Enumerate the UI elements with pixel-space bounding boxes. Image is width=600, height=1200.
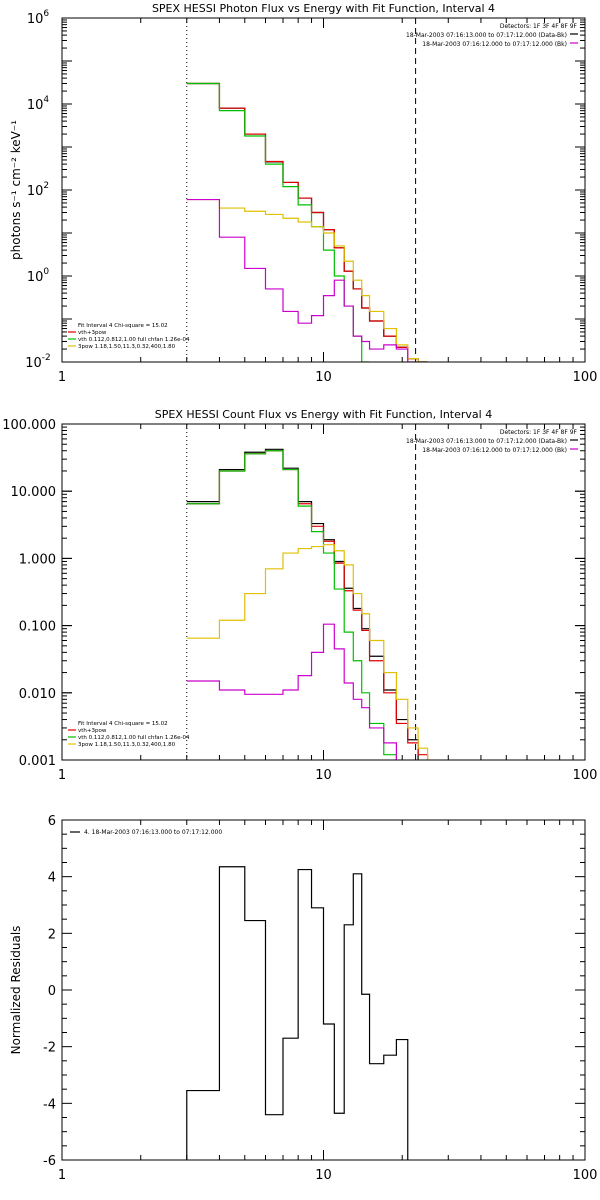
info-line: 18-Mar-2003 07:16:13.000 to 07:17:12.000… <box>406 438 567 445</box>
series-3pow <box>186 544 429 760</box>
series-group <box>186 448 429 760</box>
info-line: 18-Mar-2003 07:16:12.000 to 07:17:12.000… <box>422 447 567 454</box>
plot-frame <box>61 17 586 363</box>
y-tick-label: 1.000 <box>19 552 56 567</box>
info-line: Detectors: 1F 3F 4F 8F 9F <box>500 429 578 436</box>
plot-frame <box>61 819 586 1161</box>
fit-legend-text: vth+3pow <box>78 728 107 734</box>
plot-frame <box>61 423 586 761</box>
y-tick-label: -2 <box>43 1041 56 1056</box>
y-axis: -6 -4 -2 0 2 4 6 <box>43 814 585 1169</box>
fit-legend-text: vth 0.112,0.812,1.00 full chfan 1.26e-04 <box>78 337 190 343</box>
y-axis-label: photons s⁻¹ cm⁻² keV⁻¹ <box>9 120 23 260</box>
info-block: Detectors: 1F 3F 4F 8F 9F 18-Mar-2003 07:… <box>406 429 578 454</box>
series-group <box>186 82 428 362</box>
fit-legend-text: Fit Interval 4 Chi-square = 15.02 <box>78 323 168 329</box>
series-data-bk <box>186 82 428 362</box>
x-tick-label: 10 <box>315 768 332 783</box>
y-tick-label: 100.000 <box>2 418 56 433</box>
x-tick-label: 10 <box>315 1168 332 1183</box>
x-tick-label: 1 <box>58 370 66 385</box>
x-tick-label: 100 <box>573 370 598 385</box>
y-tick-label: 100 <box>27 267 50 285</box>
info-line: 18-Mar-2003 07:16:13.000 to 07:17:12.000… <box>406 32 567 39</box>
chart-title: SPEX HESSI Count Flux vs Energy with Fit… <box>155 408 492 421</box>
x-axis: 1 10 100 <box>58 820 598 1183</box>
y-tick-label: 0.100 <box>19 620 56 635</box>
y-axis: 0.001 0.010 0.100 1.000 10.000 100.000 <box>2 418 585 769</box>
chart-panel-1: SPEX HESSI Photon Flux vs Energy with Fi… <box>9 2 597 385</box>
series-vth <box>186 450 397 760</box>
y-tick-label: 6 <box>48 814 56 829</box>
legend: 4. 18-Mar-2003 07:16:13.000 to 07:17:12.… <box>70 829 222 836</box>
series-bk <box>186 623 397 760</box>
series-vth+3pow <box>186 82 428 362</box>
chart-panel-3: Normalized Residuals 1 10 100 -6 -4 -2 0 2 4 6 4. 1… <box>9 814 597 1183</box>
y-tick-label: 2 <box>48 927 56 942</box>
y-tick-label: 0 <box>48 984 56 999</box>
y-tick-label: 0.001 <box>19 754 56 769</box>
series-residuals <box>186 866 409 1160</box>
series-vth+3pow <box>186 450 429 760</box>
y-tick-label: 102 <box>27 181 49 199</box>
fit-legend-text: vth 0.112,0.812,1.00 full chfan 1.26e-04 <box>78 735 190 741</box>
series-bk <box>186 198 419 362</box>
y-tick-label: 4 <box>48 871 56 886</box>
y-tick-label: 106 <box>27 9 50 27</box>
y-tick-label: -6 <box>43 1154 56 1169</box>
y-tick-label: 10.000 <box>11 485 57 500</box>
x-axis: 1 10 100 <box>58 18 598 385</box>
y-tick-label: 10-2 <box>25 353 51 371</box>
info-block: Detectors: 1F 3F 4F 8F 9F 18-Mar-2003 07:… <box>406 23 578 48</box>
chart-panel-2: SPEX HESSI Count Flux vs Energy with Fit… <box>2 408 597 783</box>
fit-legend-text: 3pow 1.18,1.50,11.3,0.32,400,1.80 <box>78 742 176 748</box>
fit-legend-text: 3pow 1.18,1.50,11.3,0.32,400,1.80 <box>78 344 176 350</box>
chart-title: SPEX HESSI Photon Flux vs Energy with Fi… <box>152 2 495 15</box>
x-axis: 1 10 100 <box>58 424 598 783</box>
fit-legend-text: vth+3pow <box>78 330 107 336</box>
fit-legend-text: Fit Interval 4 Chi-square = 15.02 <box>78 721 168 727</box>
y-tick-label: 0.010 <box>19 687 56 702</box>
y-axis: 10-2 100 102 104 106 <box>25 9 585 371</box>
legend-text: 4. 18-Mar-2003 07:16:13.000 to 07:17:12.… <box>84 829 222 836</box>
x-tick-label: 10 <box>315 370 332 385</box>
x-tick-label: 1 <box>58 768 66 783</box>
series-group <box>186 866 409 1160</box>
y-tick-label: 104 <box>27 95 50 113</box>
y-tick-label: -4 <box>43 1097 56 1112</box>
series-3pow <box>186 198 428 362</box>
y-axis-label: Normalized Residuals <box>9 926 23 1055</box>
series-vth <box>186 82 370 362</box>
fit-legend: Fit Interval 4 Chi-square = 15.02vth+3po… <box>68 323 190 350</box>
x-tick-label: 1 <box>58 1168 66 1183</box>
series-data-bk <box>186 448 419 760</box>
fit-legend: Fit Interval 4 Chi-square = 15.02vth+3po… <box>68 721 190 748</box>
info-line: 18-Mar-2003 07:16:12.000 to 07:17:12.000… <box>422 41 567 48</box>
x-tick-label: 100 <box>573 1168 598 1183</box>
x-tick-label: 100 <box>573 768 598 783</box>
info-line: Detectors: 1F 3F 4F 8F 9F <box>500 23 578 30</box>
